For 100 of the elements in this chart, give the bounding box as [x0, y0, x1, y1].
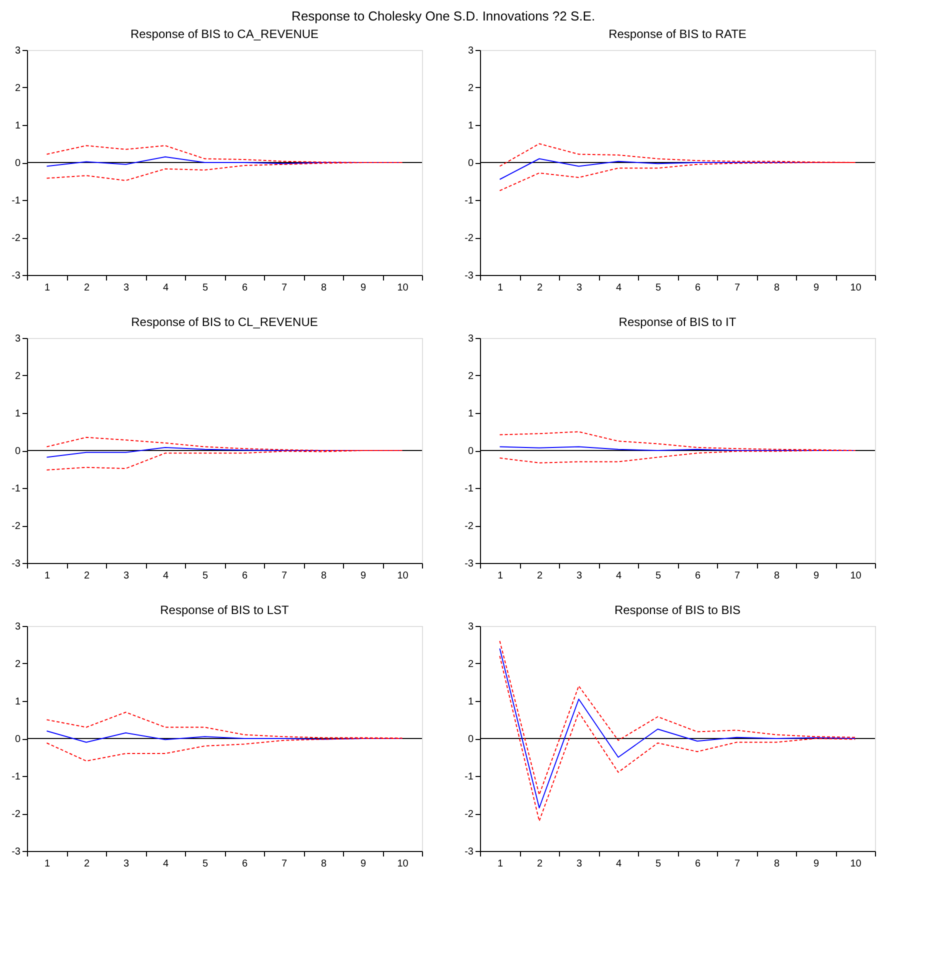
y-tick-label: 2: [14, 83, 21, 94]
x-tick-label: 3: [123, 282, 130, 294]
y-tick-label: -3: [464, 846, 474, 858]
y-tick-label: 2: [468, 83, 474, 94]
x-tick-label: 8: [774, 282, 780, 294]
x-tick-label: 7: [281, 858, 288, 870]
y-tick-label: 0: [14, 158, 21, 169]
y-tick-label: 3: [468, 622, 474, 632]
x-tick-label: 7: [734, 282, 740, 294]
x-tick-label: 6: [694, 282, 701, 294]
y-tick-label: 1: [14, 408, 21, 420]
y-tick-label: 2: [468, 371, 474, 382]
x-tick-label: 1: [44, 282, 50, 294]
x-tick-label: 7: [281, 570, 288, 582]
x-tick-label: 8: [320, 282, 327, 294]
y-tick-label: 1: [468, 696, 474, 708]
x-tick-label: 9: [360, 570, 366, 582]
x-tick-label: 3: [123, 858, 130, 870]
x-tick-label: 3: [576, 282, 582, 294]
y-tick-label: -3: [12, 270, 21, 282]
y-tick-label: -2: [12, 233, 21, 244]
x-tick-label: 5: [655, 858, 662, 870]
y-tick-label: -1: [12, 196, 21, 206]
x-tick-label: 8: [320, 858, 327, 870]
x-tick-label: 10: [850, 570, 862, 582]
x-tick-label: 5: [655, 282, 662, 294]
x-tick-label: 5: [655, 570, 662, 582]
y-tick-label: 0: [468, 734, 474, 745]
x-tick-label: 9: [813, 570, 820, 582]
x-tick-label: 10: [397, 282, 409, 294]
x-tick-label: 6: [242, 282, 248, 294]
y-tick-label: 3: [468, 46, 474, 56]
chart-title: Response of BIS to IT: [618, 315, 737, 329]
text: Response to Cholesky One S.D. Innovations ?2 S.E.: [292, 8, 596, 24]
x-tick-label: 8: [774, 570, 780, 582]
y-tick-label: 0: [14, 734, 21, 745]
x-tick-label: 2: [536, 570, 543, 582]
y-tick-label: -2: [464, 233, 474, 244]
y-tick-label: -1: [12, 484, 21, 494]
y-tick-label: 0: [468, 446, 474, 457]
x-tick-label: 9: [813, 282, 820, 294]
x-tick-label: 7: [281, 282, 288, 294]
y-tick-label: -1: [464, 196, 474, 206]
chart-title: Response of BIS to LST: [160, 603, 290, 617]
chart-title: Response of BIS to CL_REVENUE: [131, 315, 318, 329]
y-tick-label: 1: [468, 408, 474, 420]
x-tick-label: 10: [397, 570, 409, 582]
x-tick-label: 3: [576, 858, 582, 870]
y-tick-label: -1: [464, 484, 474, 494]
x-tick-label: 8: [320, 570, 327, 582]
y-tick-label: 2: [14, 371, 21, 382]
y-tick-label: -3: [464, 270, 474, 282]
y-tick-label: 1: [14, 696, 21, 708]
chart-title: Response of BIS to BIS: [614, 603, 741, 617]
y-tick-label: -1: [12, 772, 21, 782]
x-tick-label: 10: [850, 858, 862, 870]
y-tick-label: 2: [14, 659, 21, 670]
x-tick-label: 1: [497, 282, 504, 294]
y-tick-label: -1: [464, 772, 474, 782]
x-tick-label: 4: [616, 858, 622, 870]
x-tick-label: 6: [242, 858, 248, 870]
y-tick-label: -2: [464, 521, 474, 532]
y-tick-label: 1: [468, 120, 474, 132]
y-tick-label: 0: [14, 446, 21, 457]
y-tick-label: -3: [464, 558, 474, 570]
x-tick-label: 2: [84, 282, 90, 294]
x-tick-label: 4: [616, 570, 622, 582]
x-tick-label: 6: [694, 858, 701, 870]
x-tick-label: 3: [576, 570, 582, 582]
x-tick-label: 3: [123, 570, 130, 582]
y-tick-label: 3: [14, 46, 21, 56]
x-tick-label: 1: [44, 858, 50, 870]
x-tick-label: 8: [774, 858, 780, 870]
x-tick-label: 2: [536, 282, 543, 294]
y-tick-label: -2: [12, 521, 21, 532]
x-tick-label: 9: [360, 282, 366, 294]
chart-title: Response of BIS to RATE: [608, 27, 746, 41]
y-tick-label: 1: [14, 120, 21, 132]
y-tick-label: 3: [468, 334, 474, 344]
y-tick-label: 3: [14, 622, 21, 632]
x-tick-label: 4: [162, 282, 169, 294]
x-tick-label: 7: [734, 570, 740, 582]
y-tick-label: 2: [468, 659, 474, 670]
x-tick-label: 10: [397, 858, 409, 870]
x-tick-label: 9: [360, 858, 366, 870]
y-tick-label: -2: [12, 809, 21, 820]
x-tick-label: 2: [536, 858, 543, 870]
y-tick-label: -2: [464, 809, 474, 820]
y-tick-label: -3: [12, 558, 21, 570]
x-tick-label: 5: [202, 570, 208, 582]
x-tick-label: 1: [497, 858, 504, 870]
x-tick-label: 2: [84, 570, 90, 582]
x-tick-label: 9: [813, 858, 820, 870]
y-tick-label: -3: [12, 846, 21, 858]
chart-title: Response of BIS to CA_REVENUE: [130, 27, 319, 41]
x-tick-label: 6: [694, 570, 701, 582]
x-tick-label: 6: [242, 570, 248, 582]
x-tick-label: 5: [202, 858, 208, 870]
x-tick-label: 4: [162, 858, 169, 870]
x-tick-label: 10: [850, 282, 862, 294]
